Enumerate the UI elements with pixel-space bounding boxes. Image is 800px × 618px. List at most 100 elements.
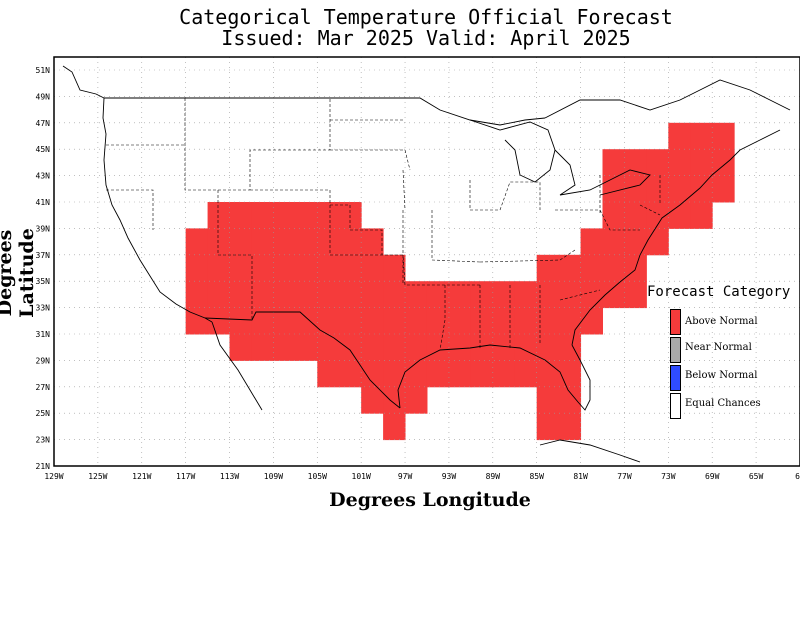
- x-tick-label: 73W: [661, 472, 676, 481]
- above-normal-cell: [536, 281, 560, 309]
- above-normal-cell: [383, 413, 406, 441]
- above-normal-cell: [361, 254, 384, 282]
- above-normal-cell: [602, 149, 625, 177]
- above-normal-cell: [317, 228, 340, 256]
- above-normal-cell: [558, 307, 582, 335]
- above-normal-cell: [383, 254, 406, 282]
- above-normal-cell: [383, 334, 406, 361]
- x-tick-label: 61: [795, 472, 800, 481]
- above-normal-cell: [558, 413, 582, 441]
- above-normal-cell: [273, 334, 296, 361]
- y-tick-label: 23N: [36, 436, 51, 445]
- above-normal-cell: [405, 281, 428, 309]
- above-normal-cell: [273, 307, 296, 335]
- above-normal-cell: [470, 307, 494, 335]
- state-borders: [106, 98, 661, 351]
- canada-east-line: [544, 79, 791, 119]
- legend-label-above: Above Normal: [685, 316, 758, 327]
- above-normal-cell: [646, 149, 669, 177]
- baja-line: [211, 321, 263, 411]
- above-normal-cell: [361, 334, 384, 361]
- above-normal-cell: [339, 254, 362, 282]
- above-normal-cell: [251, 307, 274, 335]
- above-normal-cell: [470, 334, 494, 361]
- above-normal-cell: [251, 202, 274, 229]
- above-normal-cell: [229, 334, 252, 361]
- above-normal-cell: [514, 360, 538, 388]
- above-normal-cell: [624, 228, 647, 256]
- above-normal-cell: [536, 413, 560, 441]
- above-normal-cell: [558, 360, 582, 388]
- above-normal-cell: [339, 360, 362, 388]
- above-normal-cell: [624, 149, 647, 177]
- above-normal-cell: [295, 254, 318, 282]
- above-normal-cell: [361, 307, 384, 335]
- above-normal-cell: [536, 360, 560, 388]
- above-normal-cell: [602, 175, 625, 203]
- above-normal-cell: [207, 228, 231, 256]
- above-normal-cell: [492, 360, 516, 388]
- above-normal-cell: [229, 254, 252, 282]
- above-normal-cell: [558, 386, 582, 414]
- x-tick-label: 113W: [220, 472, 239, 481]
- above-normal-cell: [448, 334, 472, 361]
- above-normal-cell: [295, 334, 318, 361]
- above-normal-cell: [712, 149, 735, 177]
- map-frame: [53, 56, 800, 467]
- above-normal-cell: [339, 307, 362, 335]
- above-normal-cell: [426, 334, 450, 361]
- above-normal-cell: [514, 334, 538, 361]
- above-normal-cell: [317, 202, 340, 229]
- above-normal-cell: [448, 281, 472, 309]
- above-normal-cell: [602, 202, 625, 229]
- east-coast-line: [571, 129, 781, 346]
- above-normal-cell: [580, 228, 603, 256]
- y-axis-label: Degrees Latitude: [0, 228, 38, 318]
- above-normal-cell: [361, 360, 384, 388]
- above-normal-cell: [251, 334, 274, 361]
- x-tick-label: 65W: [749, 472, 764, 481]
- x-axis-label: Degrees Longitude: [329, 489, 531, 511]
- above-normal-cell: [536, 334, 560, 361]
- above-normal-cell: [405, 334, 428, 361]
- above-normal-cell: [273, 202, 296, 229]
- above-normal-cell: [339, 228, 362, 256]
- above-normal-cell: [448, 360, 472, 388]
- above-normal-cell: [185, 281, 209, 309]
- above-normal-cell: [383, 386, 406, 414]
- above-normal-cell: [470, 360, 494, 388]
- above-normal-cell: [624, 281, 647, 309]
- above-normal-cell: [383, 307, 406, 335]
- y-tick-label: 51N: [36, 66, 51, 75]
- above-normal-cell: [383, 360, 406, 388]
- above-normal-cell: [646, 228, 669, 256]
- above-normal-cell: [405, 360, 428, 388]
- above-normal-cell: [558, 281, 582, 309]
- above-normal-cell: [317, 281, 340, 309]
- above-normal-cell: [426, 307, 450, 335]
- us-outline: [62, 65, 791, 463]
- west-coast-line: [62, 65, 213, 323]
- above-normal-cell: [317, 254, 340, 282]
- above-normal-cell: [492, 307, 516, 335]
- above-normal-cell: [646, 175, 669, 203]
- y-tick-label: 41N: [36, 198, 51, 207]
- above-normal-cell: [668, 149, 691, 177]
- x-tick-label: 101W: [352, 472, 371, 481]
- above-normal-cell: [624, 175, 647, 203]
- y-tick-label: 43N: [36, 172, 51, 181]
- above-normal-cell: [405, 307, 428, 335]
- above-normal-cell: [580, 281, 603, 309]
- legend-swatch-near: [670, 337, 681, 363]
- x-tick-label: 85W: [529, 472, 544, 481]
- x-tick-label: 81W: [573, 472, 588, 481]
- above-normal-cell: [207, 307, 231, 335]
- above-normal-cell: [361, 228, 384, 256]
- above-normal-cell: [558, 254, 582, 282]
- above-normal-cell: [383, 281, 406, 309]
- mexico-border-line: [204, 311, 401, 409]
- above-normal-cell: [536, 307, 560, 335]
- above-normal-cell: [690, 149, 713, 177]
- above-normal-cell: [426, 281, 450, 309]
